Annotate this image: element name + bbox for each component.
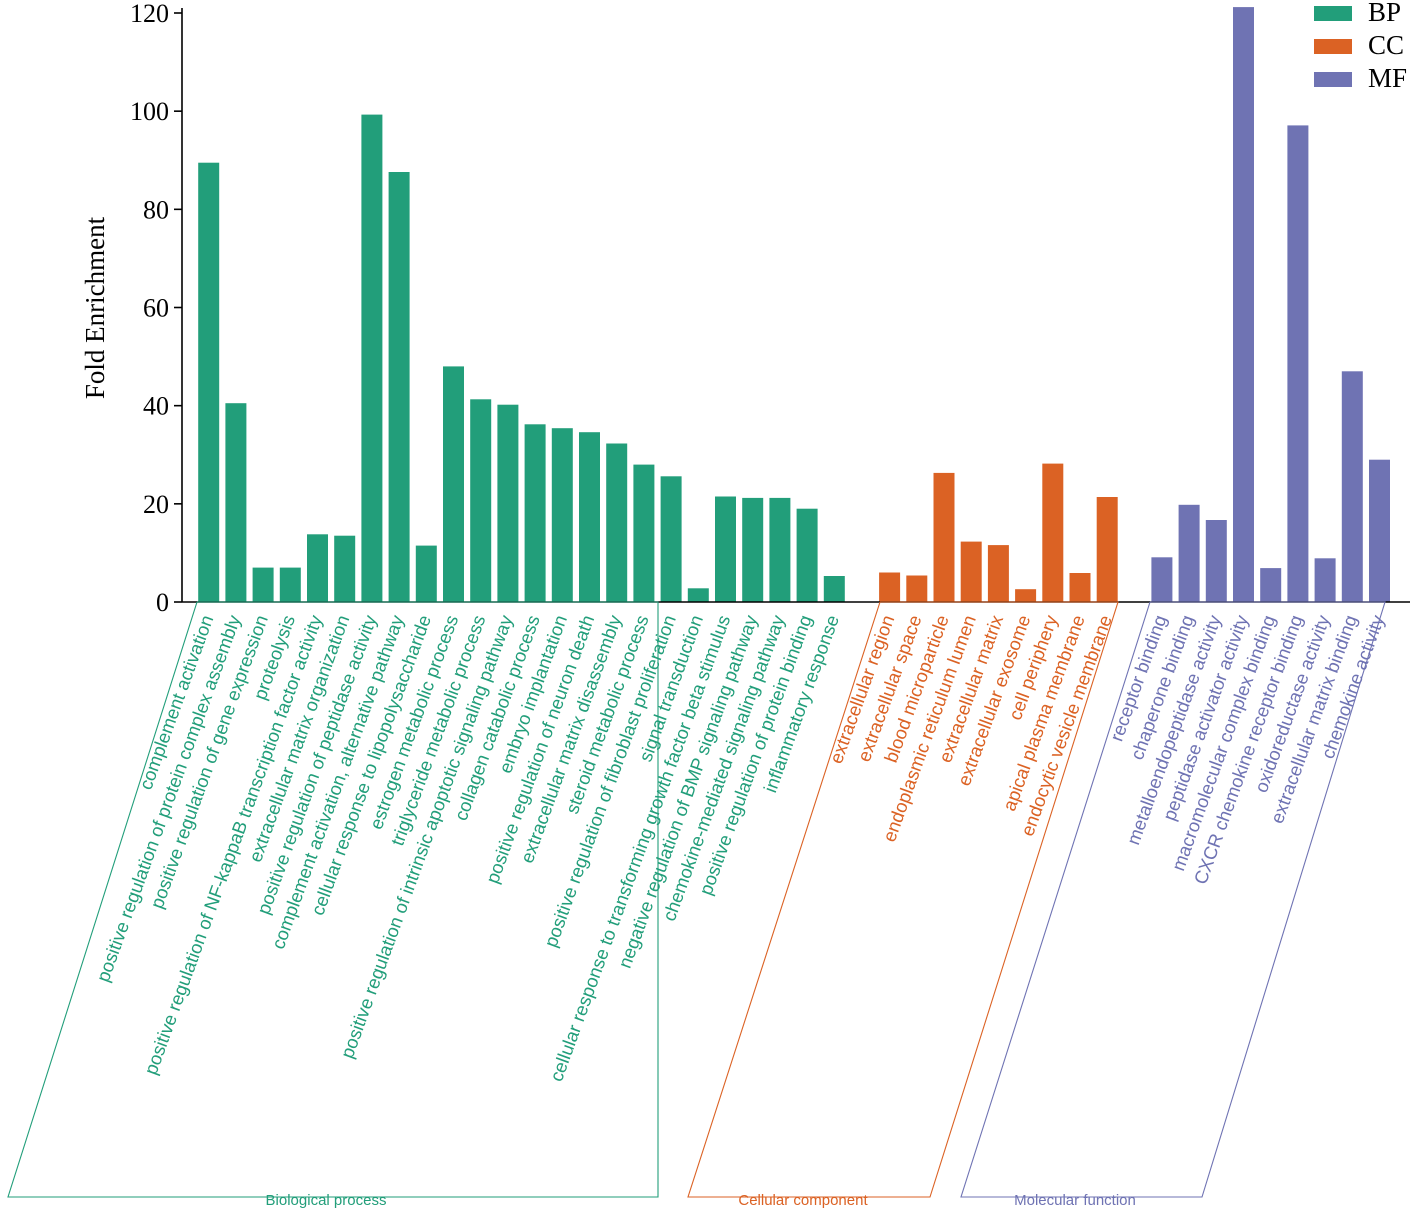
bar-cc-extracellular-matrix: [987, 545, 1009, 602]
legend-label-cc: CC: [1368, 30, 1404, 60]
bar-bp-extracellular-matrix-organization: [334, 535, 356, 602]
bar-mf-cxcr-chemokine-receptor-binding: [1287, 125, 1309, 603]
group-label-bp: Biological process: [266, 1192, 387, 1209]
bar-bp-positive-regulation-of-neuron-death: [579, 432, 600, 602]
bar-cc-blood-microparticle: [933, 472, 955, 602]
y-tick-label-20: 20: [143, 490, 169, 519]
group-frame-mf: [960, 601, 1386, 1198]
y-tick-label-80: 80: [143, 195, 169, 224]
y-axis: 0 20 40 60 80 100 120: [130, 0, 183, 617]
bar-bp-chemokine-mediated-signaling-pathway: [769, 497, 791, 602]
legend-swatch-bp: [1314, 6, 1352, 21]
bars-layer: [198, 7, 1390, 603]
group-frame-cc: [687, 601, 1119, 1198]
bar-bp-extracellular-matrix-disassembly: [606, 443, 628, 602]
bar-bp-proteolysis: [279, 567, 301, 602]
bar-bp-triglyceride-metabolic-process: [470, 399, 492, 602]
bar-bp-embryo-implantation: [551, 428, 573, 602]
bar-bp-positive-regulation-of-protein-complex-assembly: [225, 403, 247, 602]
bar-bp-cellular-response-to-lipopolysaccharide: [415, 545, 437, 602]
y-tick-label-40: 40: [143, 392, 169, 421]
legend-label-bp: BP: [1368, 0, 1401, 27]
bar-bp-estrogen-metabolic-process: [443, 366, 464, 602]
bar-cc-extracellular-region: [879, 572, 901, 602]
y-tick-label-0: 0: [156, 588, 169, 617]
bar-cc-extracellular-exosome: [1015, 589, 1037, 602]
y-tick-label-120: 120: [130, 0, 169, 28]
bar-cc-endocytic-vesicle-membrane: [1096, 497, 1118, 602]
bar-bp-inflammatory-response: [823, 576, 845, 602]
bar-bp-steroid-metabolic-process: [633, 464, 655, 602]
bar-mf-metalloendopeptidase-activity: [1205, 520, 1227, 602]
bar-bp-cellular-response-to-transforming-growth-factor-beta-stimulus: [715, 496, 736, 602]
bar-bp-complement-activation-alternative-pathway: [388, 172, 410, 602]
bar-mf-chemokine-activity: [1369, 459, 1390, 602]
group-frame-bp: [7, 601, 659, 1198]
bar-mf-receptor-binding: [1151, 557, 1173, 602]
bar-cc-extracellular-space: [906, 575, 928, 602]
y-tick-label-100: 100: [130, 97, 169, 126]
bar-bp-complement-activation: [198, 162, 220, 602]
bar-bp-signal-transduction: [687, 588, 709, 602]
category-label-positive-regulation-of-protein-complex-assembly: positive regulation of protein complex a…: [92, 611, 245, 984]
bar-cc-endoplasmic-reticulum-lumen: [960, 541, 982, 602]
bar-bp-negative-regulation-of-bmp-signaling-pathway: [742, 497, 764, 602]
bar-bp-positive-regulation-of-protein-binding: [796, 508, 818, 602]
group-label-mf: Molecular function: [1014, 1192, 1136, 1209]
bar-bp-positive-regulation-of-peptidase-activity: [361, 114, 383, 602]
bar-mf-oxidoreductase-activity: [1314, 558, 1336, 602]
bar-bp-positive-regulation-of-intrinsic-apoptotic-signaling-pathway: [497, 404, 519, 602]
bar-cc-apical-plasma-membrane: [1069, 573, 1091, 602]
bar-bp-positive-regulation-of-gene-expression: [252, 567, 274, 602]
group-label-cc: Cellular component: [738, 1192, 868, 1209]
bar-bp-collagen-catabolic-process: [524, 424, 546, 602]
bar-bp-positive-regulation-of-nf-kappab-transcription-factor-activity: [307, 534, 328, 602]
bar-mf-macromolecular-complex-binding: [1260, 568, 1282, 602]
bar-cc-cell-periphery: [1042, 463, 1064, 602]
bar-bp-positive-regulation-of-fibroblast-proliferation: [660, 476, 682, 602]
legend-swatch-mf: [1314, 72, 1352, 87]
group-frames: Biological process Cellular component Mole…: [7, 601, 1386, 1209]
legend-swatch-cc: [1314, 39, 1352, 54]
y-axis-label: Fold Enrichment: [80, 216, 110, 399]
bar-mf-chaperone-binding: [1178, 504, 1200, 602]
bar-mf-extracellular-matrix-binding: [1341, 371, 1363, 602]
y-tick-label-60: 60: [143, 294, 169, 323]
legend-label-mf: MF: [1368, 63, 1407, 93]
bar-mf-peptidase-activator-activity: [1233, 7, 1254, 603]
